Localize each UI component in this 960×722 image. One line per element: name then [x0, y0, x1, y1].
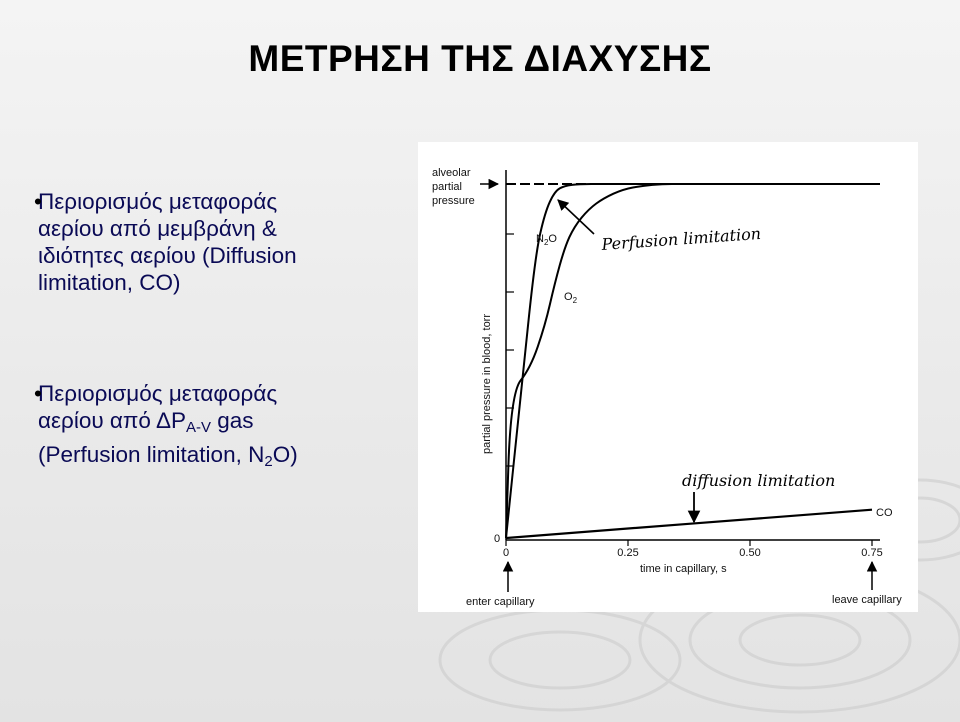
- bullet2-line2-suffix: gas: [211, 408, 254, 433]
- bullet-dot: •: [34, 189, 42, 214]
- bullet-perfusion: • Περιορισμός μεταφοράς αερίου από ΔPA-V…: [34, 380, 398, 475]
- bullet-diffusion: • Περιορισμός μεταφοράς αερίου από μεμβρ…: [34, 188, 398, 296]
- bullet1-line3: ιδιότητες αερίου (Diffusion: [38, 243, 297, 268]
- bullet2-line1: Περιορισμός μεταφοράς: [38, 381, 278, 406]
- x-tick-labels: 0 0.25 0.50 0.75: [503, 547, 883, 559]
- bullet2-line3: (Perfusion limitation, N2O): [38, 441, 398, 475]
- bullet1-line2: αερίου από μεμβράνη &: [38, 216, 277, 241]
- x-tick-label-0: 0: [503, 547, 509, 559]
- bullet2-line3-prefix: (Perfusion limitation, N: [38, 442, 265, 467]
- diffusion-limitation-annotation: diffusion limitation: [682, 471, 835, 490]
- enter-capillary-label: enter capillary: [466, 596, 535, 608]
- chart-svg: alveolar partial pressure 0 partial pres…: [432, 167, 902, 608]
- x-tick-label-3: 0.75: [861, 547, 882, 559]
- bullet1-line4: limitation, CO): [38, 270, 181, 295]
- x-tick-label-1: 0.25: [617, 547, 638, 559]
- n2o-curve: [505, 183, 872, 539]
- partial-pressure-figure: alveolar partial pressure 0 partial pres…: [418, 142, 918, 612]
- bullet1-line1: Περιορισμός μεταφοράς: [38, 189, 278, 214]
- perfusion-limitation-annotation: Perfusion limitation: [600, 224, 762, 254]
- leave-capillary-label: leave capillary: [832, 594, 902, 606]
- o2-curve: [505, 183, 872, 539]
- x-ticks: [505, 540, 873, 546]
- alveolar-label-2: partial: [432, 181, 462, 193]
- alveolar-label-3: pressure: [432, 195, 475, 207]
- co-curve: [505, 508, 873, 540]
- y-axis-label: partial pressure in blood, torr: [481, 314, 493, 454]
- bullet2-line3-sub: 2: [264, 453, 273, 470]
- bullet-dot: •: [34, 381, 42, 406]
- bullet2-line3-suffix: O): [272, 442, 298, 467]
- bullet2-line2: αερίου από ΔPA-V gas: [38, 407, 398, 441]
- alveolar-label-1: alveolar: [432, 167, 471, 179]
- x-tick-label-2: 0.50: [739, 547, 760, 559]
- perfusion-arrow: [557, 199, 595, 235]
- co-label: CO: [876, 507, 893, 519]
- bullet2-line2-sub: A-V: [186, 419, 212, 436]
- slide-title: ΜΕΤΡΗΣΗ ΤΗΣ ΔΙΑΧΥΣΗΣ: [248, 38, 712, 79]
- n2o-label: N2O: [536, 233, 557, 247]
- x-axis-label: time in capillary, s: [640, 563, 727, 575]
- o2-label: O2: [564, 291, 578, 305]
- bullet2-line2-prefix: αερίου από ΔP: [38, 408, 186, 433]
- y-tick-0: 0: [494, 533, 500, 545]
